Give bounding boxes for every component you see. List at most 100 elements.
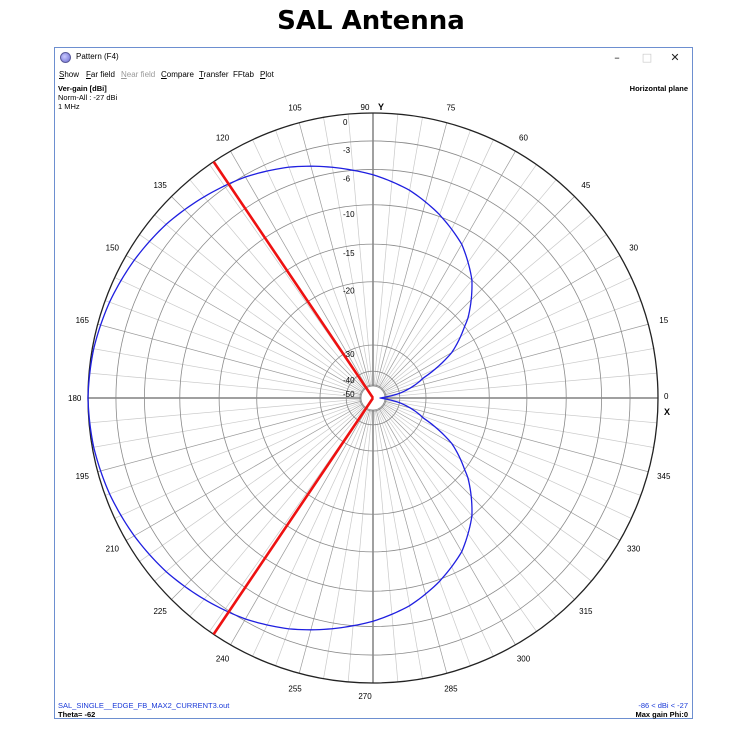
grid-radial-130	[189, 179, 366, 390]
marker-layer	[212, 160, 375, 636]
window-title: Pattern (F4)	[76, 52, 119, 61]
menu-compare[interactable]: Compare	[161, 70, 194, 79]
menu-show[interactable]: Show	[59, 70, 80, 79]
pattern-layer	[87, 165, 473, 631]
ring-label: -40	[343, 376, 355, 385]
grid-radial-340	[384, 401, 641, 496]
beamwidth-marker-1	[212, 397, 375, 636]
grid-radial-305	[379, 407, 537, 632]
grid-radial-355	[384, 398, 657, 424]
grid-radial-80	[374, 117, 423, 387]
grid-radial-85	[373, 114, 399, 387]
grid-radial-295	[377, 408, 494, 657]
grid-radial-210	[126, 403, 363, 541]
grid-radial-205	[114, 402, 363, 519]
grid-radial-35	[382, 234, 607, 392]
grid-radial-325	[382, 404, 607, 562]
angle-tick-label: 30	[629, 244, 638, 253]
ring-label: -6	[343, 174, 351, 183]
grid-radial-110	[275, 130, 370, 387]
grid-radial-155	[114, 277, 363, 394]
angle-tick-label: 180	[68, 394, 82, 403]
grid-radial-45	[381, 196, 575, 390]
angle-tick-label: 45	[581, 181, 590, 190]
angle-tick-labels: 0 15 30 45 60 75 90 105 120 135 150 165 180 195 210 225…	[68, 103, 671, 701]
maximize-button[interactable]: □	[641, 51, 653, 64]
ring-label: 0	[343, 118, 348, 127]
plane-label: Horizontal plane	[629, 84, 688, 93]
ring-label: -3	[343, 146, 351, 155]
angle-tick-label: 300	[517, 655, 531, 664]
close-button[interactable]: ✕	[670, 51, 680, 64]
ring-4	[218, 243, 528, 553]
grid-radial-225	[171, 406, 365, 600]
grid-radial-220	[154, 405, 365, 582]
grid-radial-115	[252, 139, 369, 388]
grid-radial-60	[378, 151, 516, 388]
angle-tick-label: 255	[288, 685, 302, 694]
ring-label: -30	[343, 350, 355, 359]
norm-label: Norm-All : -27 dBi	[58, 93, 118, 102]
frequency-label: 1 MHz	[58, 102, 80, 111]
angle-tick-label: 105	[288, 103, 302, 112]
grid-radial-215	[139, 404, 364, 562]
angle-tick-label: 285	[444, 685, 458, 694]
app-icon	[60, 52, 71, 63]
grid-radial-5	[384, 372, 657, 398]
grid-radial-145	[139, 234, 364, 392]
polar-rings	[87, 112, 659, 684]
grid-radial-140	[154, 214, 365, 391]
theta-label: Theta= -62	[58, 710, 96, 719]
angle-tick-label: 330	[627, 545, 641, 554]
x-axis-label: X	[664, 407, 670, 417]
grid-radial-30	[383, 255, 620, 393]
menu-transfer[interactable]: Transfer	[199, 70, 229, 79]
grid-radial-75	[375, 122, 448, 387]
angle-tick-label: 270	[358, 692, 372, 701]
menu-far-field[interactable]: Far field	[86, 70, 115, 79]
grid-radial-20	[384, 300, 641, 395]
menu-bar: Show Far field Near field Compare Transf…	[55, 68, 692, 83]
grid-radial-335	[383, 402, 632, 519]
menu-fftab[interactable]: FFtab	[233, 70, 254, 79]
grid-radial-95	[347, 114, 373, 387]
angle-tick-label: 165	[76, 316, 90, 325]
title-bar: Pattern (F4) – □ ✕	[55, 48, 692, 68]
grid-radial-290	[376, 409, 471, 666]
grid-radial-135	[171, 196, 365, 390]
grid-radial-195	[97, 400, 362, 473]
grid-radial-350	[384, 399, 654, 448]
grid-radial-265	[347, 409, 373, 682]
grid-radial-320	[381, 405, 592, 582]
grid-radial-345	[384, 400, 649, 473]
grid-radial-240	[230, 408, 368, 645]
grid-radial-280	[374, 409, 423, 679]
grid-radial-190	[92, 399, 362, 448]
angle-tick-label: 0	[664, 392, 669, 401]
grid-radial-285	[375, 409, 448, 674]
grid-radial-160	[105, 300, 362, 395]
grid-radial-310	[380, 406, 557, 617]
range-label: -86 < dBi < -27	[638, 701, 688, 710]
ring-label: -50	[343, 390, 355, 399]
ring-label: -15	[343, 249, 355, 258]
ring-1	[115, 140, 631, 656]
angle-tick-label: 135	[153, 181, 167, 190]
minimize-button[interactable]: –	[614, 51, 620, 64]
grid-radial-25	[383, 277, 632, 394]
ring-7	[345, 370, 401, 426]
menu-near-field[interactable]: Near field	[121, 70, 156, 79]
ring-label: -20	[343, 287, 355, 296]
pattern-curve-0	[87, 165, 473, 631]
angle-tick-label: 225	[153, 607, 167, 616]
ring-3	[179, 204, 567, 592]
grid-radial-10	[384, 348, 654, 397]
menu-plot[interactable]: Plot	[260, 70, 274, 79]
grid-radial-315	[381, 406, 575, 600]
maxgain-label: Max gain Phi:0	[635, 710, 688, 719]
grid-radial-275	[373, 409, 399, 682]
grid-radial-15	[384, 323, 649, 396]
polar-grid	[88, 113, 658, 683]
grid-radial-100	[323, 117, 372, 387]
ring-label: -10	[343, 210, 355, 219]
